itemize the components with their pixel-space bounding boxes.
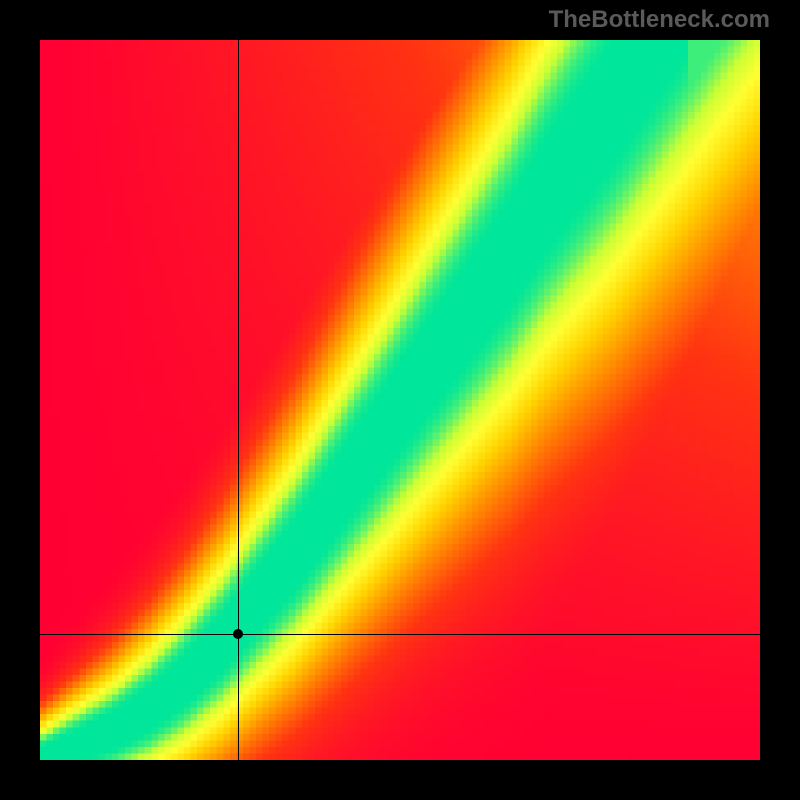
bottleneck-heatmap [40, 40, 760, 760]
crosshair-horizontal [40, 634, 760, 635]
watermark-text: TheBottleneck.com [549, 6, 770, 34]
chart-container: TheBottleneck.com [0, 0, 800, 800]
crosshair-vertical [238, 40, 239, 760]
bottleneck-marker-dot [233, 629, 243, 639]
